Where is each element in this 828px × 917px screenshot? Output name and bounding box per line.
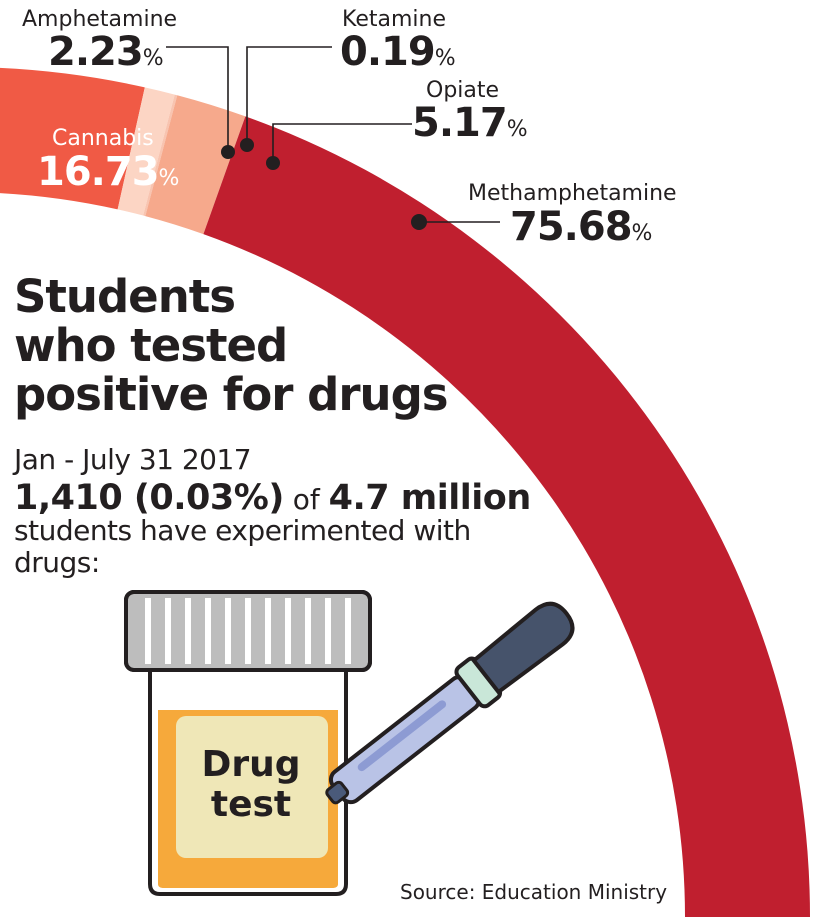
label-methamphetamine-name: Methamphetamine	[468, 181, 677, 206]
label-cannabis-name: Cannabis	[52, 126, 154, 151]
marker-ketamine	[240, 138, 254, 152]
arc-segment-methamphetamine	[203, 116, 810, 917]
marker-opiate	[266, 156, 280, 170]
marker-methamphetamine	[411, 214, 427, 230]
label-ketamine-name: Ketamine	[342, 7, 446, 32]
stat-count: 1,410 (0.03%)	[14, 478, 284, 518]
label-methamphetamine-value: 75.68%	[510, 204, 652, 250]
stat-total: 4.7 million	[328, 478, 532, 518]
marker-amphetamine	[221, 145, 235, 159]
arc-segment-amphetamine	[117, 87, 175, 216]
stat-of: of	[292, 483, 320, 516]
arc-segment-opiate	[145, 95, 246, 235]
leader-ketamine	[246, 46, 332, 145]
arc-segment-ketamine	[143, 94, 178, 217]
description-text: students have experimented with drugs:	[14, 514, 471, 579]
stat-line: 1,410 (0.03%) of 4.7 million	[14, 478, 531, 518]
source-note: Source: Education Ministry	[400, 880, 668, 904]
leader-amphetamine	[166, 46, 229, 152]
label-cannabis-value: 16.73%	[37, 149, 179, 195]
label-ketamine-value: 0.19%	[340, 29, 456, 75]
label-amphetamine-value: 2.23%	[48, 29, 164, 75]
dropper-icon	[325, 601, 575, 805]
chart-title: Students who tested positive for drugs	[14, 270, 449, 421]
leader-lines	[166, 46, 500, 230]
jar-label: Drug test	[201, 744, 301, 825]
specimen-jar-icon	[124, 590, 575, 896]
label-amphetamine-name: Amphetamine	[22, 7, 177, 32]
leader-opiate	[272, 123, 412, 163]
segment-labels: Amphetamine 2.23% Ketamine 0.19% Opiate …	[22, 7, 677, 250]
period-text: Jan - July 31 2017	[14, 443, 252, 476]
label-opiate-name: Opiate	[426, 78, 499, 103]
label-opiate-value: 5.17%	[412, 100, 528, 146]
arc-segments	[0, 68, 810, 917]
arc-segment-cannabis	[0, 68, 145, 210]
